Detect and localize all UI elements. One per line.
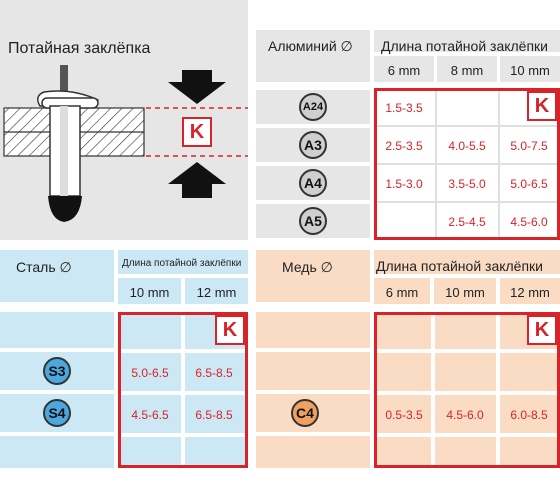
al-a3-8: 4.0-5.5 — [448, 139, 486, 153]
rivet-diagram — [3, 65, 248, 222]
code-badge-a24: A24 — [299, 93, 327, 121]
aluminum-header: Длина потайной заклёпки — [381, 38, 548, 54]
st-s3-10: 5.0-6.5 — [131, 366, 169, 380]
al-a24-6: 1.5-3.5 — [385, 101, 423, 115]
al-a5-8: 2.5-4.5 — [448, 215, 486, 229]
copper-length-12: 12 mm — [510, 285, 550, 300]
cu-c4-6: 0.5-3.5 — [385, 408, 423, 422]
al-a3-6: 2.5-3.5 — [385, 139, 423, 153]
code-badge-a5: A5 — [299, 207, 327, 235]
copper-length-10: 10 mm — [445, 285, 485, 300]
aluminum-length-8: 8 mm — [450, 63, 484, 78]
copper-length-6: 6 mm — [385, 285, 419, 300]
al-a3-10: 5.0-7.5 — [510, 139, 548, 153]
steel-length-12: 12 mm — [196, 285, 237, 300]
code-badge-s3: S3 — [43, 357, 71, 385]
copper-material: Медь ∅ — [282, 259, 333, 275]
copper-k-box: K — [527, 315, 557, 345]
steel-k-box: K — [215, 315, 245, 345]
code-badge-c4: C4 — [291, 399, 319, 427]
arrow-up-icon — [168, 162, 226, 198]
st-s4-12: 6.5-8.5 — [195, 408, 233, 422]
al-a5-10: 4.5-6.0 — [510, 215, 548, 229]
al-a4-6: 1.5-3.0 — [385, 177, 423, 191]
steel-material: Сталь ∅ — [16, 259, 72, 275]
diagram-title: Потайная заклёпка — [8, 40, 151, 57]
arrow-down-icon — [168, 70, 226, 104]
aluminum-length-6: 6 mm — [387, 63, 421, 78]
copper-header: Длина потайной заклёпки — [376, 258, 543, 274]
code-badge-s4: S4 — [43, 399, 71, 427]
cu-c4-12: 6.0-8.5 — [510, 408, 548, 422]
steel-length-10: 10 mm — [129, 285, 170, 300]
al-a4-8: 3.5-5.0 — [448, 177, 486, 191]
copper-k-frame — [374, 312, 560, 468]
al-a4-10: 5.0-6.5 — [510, 177, 548, 191]
steel-header: Длина потайной заклёпки — [122, 258, 242, 269]
st-s4-10: 4.5-6.5 — [131, 408, 169, 422]
st-s3-12: 6.5-8.5 — [195, 366, 233, 380]
steel-k-frame — [118, 312, 248, 468]
aluminum-length-10: 10 mm — [510, 63, 550, 78]
diagram-k-box: K — [182, 117, 212, 147]
code-badge-a4: A4 — [299, 169, 327, 197]
aluminum-k-box: K — [527, 91, 557, 121]
diagram-header-bg — [0, 0, 248, 30]
code-badge-a3: A3 — [299, 131, 327, 159]
aluminum-k-frame — [374, 88, 560, 240]
aluminum-material: Алюминий ∅ — [268, 38, 353, 54]
cu-c4-10: 4.5-6.0 — [446, 408, 484, 422]
